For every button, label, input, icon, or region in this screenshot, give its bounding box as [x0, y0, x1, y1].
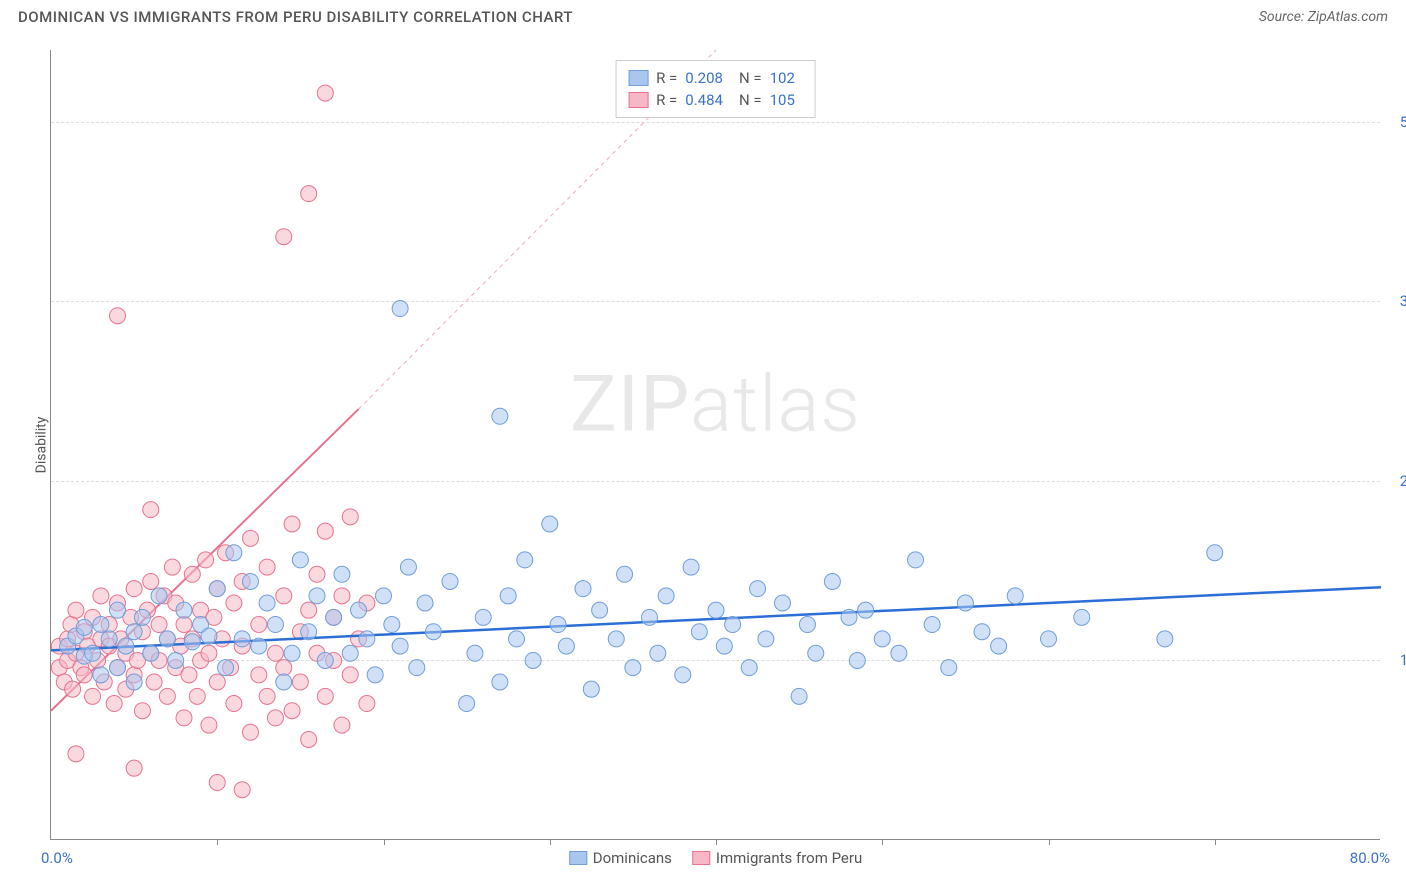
legend-bottom-swatch-2	[692, 851, 710, 865]
legend-bottom-item-2: Immigrants from Peru	[692, 849, 862, 867]
y-tick-label: 50.0%	[1385, 113, 1406, 131]
scatter-plot-svg	[51, 50, 1380, 839]
x-axis-origin-label: 0.0%	[41, 849, 73, 867]
chart-title: DOMINICAN VS IMMIGRANTS FROM PERU DISABI…	[18, 8, 573, 26]
y-tick-label: 12.5%	[1385, 651, 1406, 669]
y-tick-label: 25.0%	[1385, 472, 1406, 490]
legend-swatch-2	[628, 92, 648, 108]
legend-swatch-1	[628, 70, 648, 86]
y-axis-title: Disability	[33, 416, 49, 473]
legend-bottom: Dominicans Immigrants from Peru	[569, 849, 863, 867]
chart-plot-area: ZIPatlas Disability 0.0% 80.0% 12.5%25.0…	[50, 50, 1380, 840]
y-tick-label: 37.5%	[1385, 292, 1406, 310]
legend-bottom-item-1: Dominicans	[569, 849, 672, 867]
legend-correlation-box: R = 0.208 N = 102 R = 0.484 N = 105	[615, 60, 816, 118]
legend-row-series-2: R = 0.484 N = 105	[628, 89, 803, 111]
x-axis-max-label: 80.0%	[1350, 849, 1390, 867]
legend-row-series-1: R = 0.208 N = 102	[628, 67, 803, 89]
source-attribution: Source: ZipAtlas.com	[1259, 9, 1388, 25]
legend-bottom-swatch-1	[569, 851, 587, 865]
header: DOMINICAN VS IMMIGRANTS FROM PERU DISABI…	[0, 0, 1406, 30]
